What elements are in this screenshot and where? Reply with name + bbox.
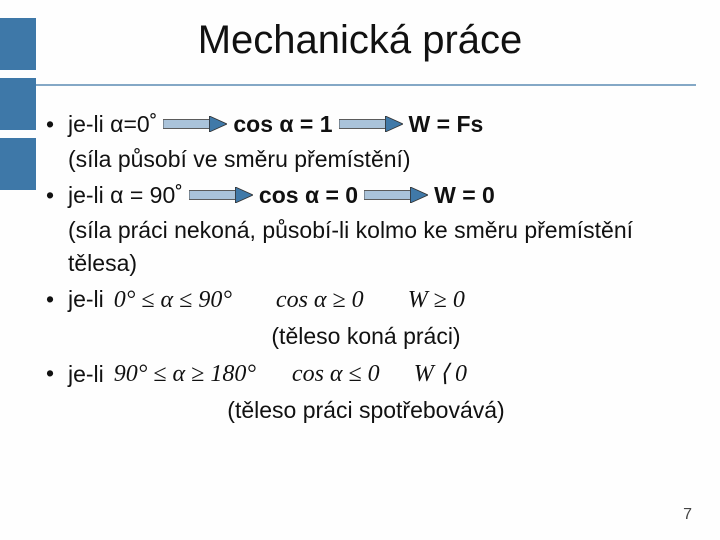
bullet-text: je-li 0° ≤ α ≤ 90° cos α ≥ 0 W ≥ 0 xyxy=(68,283,686,318)
bullet-1: • je-li α=0˚ cos α = 1 W = Fs xyxy=(46,108,686,141)
bullet-marker: • xyxy=(46,108,68,141)
formula: W ⟨ 0 xyxy=(414,357,467,392)
title-area: Mechanická práce xyxy=(0,18,720,63)
bullet-3: • je-li 0° ≤ α ≤ 90° cos α ≥ 0 W ≥ 0 xyxy=(46,283,686,318)
bullet-4: • je-li 90° ≤ α ≥ 180° cos α ≤ 0 W ⟨ 0 xyxy=(46,357,686,392)
bullet-centered: (těleso koná práci) xyxy=(46,320,686,353)
divider xyxy=(36,84,696,86)
bullet-paren: (síla práci nekoná, působí-li kolmo ke s… xyxy=(68,214,686,281)
text-part: je-li α = 90˚ xyxy=(68,179,183,212)
bullet-marker: • xyxy=(46,283,68,318)
text-lead: je-li xyxy=(68,283,104,316)
formula: cos α ≥ 0 xyxy=(276,283,364,318)
sidebar-block xyxy=(0,78,36,130)
bullet-text: je-li α = 90˚ cos α = 0 W = 0 xyxy=(68,179,686,212)
bullet-marker: • xyxy=(46,179,68,212)
arrow-icon xyxy=(339,108,403,141)
bullet-paren: (síla působí ve směru přemístění) xyxy=(68,143,686,176)
page-number: 7 xyxy=(683,506,692,524)
content: • je-li α=0˚ cos α = 1 W = Fs (síla půso… xyxy=(46,108,686,431)
bullet-2: • je-li α = 90˚ cos α = 0 W = 0 xyxy=(46,179,686,212)
arrow-icon xyxy=(364,179,428,212)
bullet-text: je-li α=0˚ cos α = 1 W = Fs xyxy=(68,108,686,141)
bullet-text: je-li 90° ≤ α ≥ 180° cos α ≤ 0 W ⟨ 0 xyxy=(68,357,686,392)
formula: 0° ≤ α ≤ 90° xyxy=(114,283,232,318)
sidebar-block xyxy=(0,138,36,190)
arrow-icon xyxy=(189,179,253,212)
text-lead: je-li xyxy=(68,358,104,391)
text-part: je-li α=0˚ xyxy=(68,108,157,141)
text-part: cos α = 1 xyxy=(233,108,332,141)
bullet-centered: (těleso práci spotřebovává) xyxy=(46,394,686,427)
arrow-icon xyxy=(163,108,227,141)
formula: W ≥ 0 xyxy=(408,283,465,318)
bullet-marker: • xyxy=(46,357,68,392)
formula: cos α ≤ 0 xyxy=(292,357,380,392)
formula: 90° ≤ α ≥ 180° xyxy=(114,357,256,392)
text-part: W = Fs xyxy=(409,108,484,141)
text-part: W = 0 xyxy=(434,179,495,212)
text-part: cos α = 0 xyxy=(259,179,358,212)
slide-title: Mechanická práce xyxy=(0,18,720,63)
